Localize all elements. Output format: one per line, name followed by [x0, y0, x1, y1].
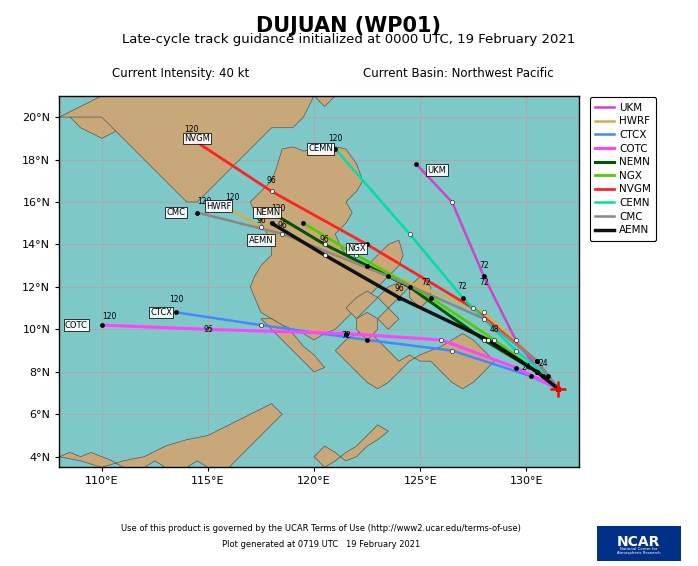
Text: UKM: UKM [428, 166, 447, 175]
Polygon shape [59, 11, 335, 202]
Text: 96: 96 [267, 176, 276, 185]
Text: 72: 72 [458, 282, 468, 291]
Text: 120: 120 [184, 125, 198, 134]
Text: 120: 120 [198, 197, 211, 206]
Polygon shape [346, 291, 378, 319]
Text: 96: 96 [277, 221, 287, 230]
Text: Current Basin: Northwest Pacific: Current Basin: Northwest Pacific [363, 67, 554, 80]
Polygon shape [378, 308, 399, 329]
Polygon shape [410, 276, 431, 308]
Text: COTC: COTC [65, 320, 88, 329]
Text: CMC: CMC [167, 208, 186, 217]
Polygon shape [70, 106, 123, 138]
Polygon shape [314, 425, 388, 468]
Text: 72: 72 [421, 278, 431, 287]
Text: NGX: NGX [347, 244, 366, 253]
Polygon shape [251, 147, 403, 340]
Text: HWRF: HWRF [206, 201, 231, 211]
Legend: UKM, HWRF, CTCX, COTC, NEMN, NGX, NVGM, CEMN, CMC, AEMN: UKM, HWRF, CTCX, COTC, NEMN, NGX, NVGM, … [590, 97, 656, 241]
Text: Plot generated at 0719 UTC   19 February 2021: Plot generated at 0719 UTC 19 February 2… [222, 540, 420, 549]
Polygon shape [357, 312, 378, 340]
Text: 72: 72 [479, 278, 489, 287]
Text: 96: 96 [394, 284, 404, 293]
Text: DUJUAN (WP01): DUJUAN (WP01) [256, 16, 442, 36]
Text: CTCX: CTCX [150, 308, 172, 317]
Text: 96: 96 [256, 216, 266, 225]
Text: 120: 120 [272, 204, 286, 213]
Text: 120: 120 [169, 295, 184, 304]
Text: 120: 120 [225, 193, 239, 202]
Text: Late-cycle track guidance initialized at 0000 UTC, 19 February 2021: Late-cycle track guidance initialized at… [122, 33, 576, 46]
Text: 24: 24 [538, 358, 548, 367]
Polygon shape [261, 319, 325, 372]
Text: 24: 24 [521, 363, 531, 372]
Text: 48: 48 [489, 324, 499, 333]
Text: NVGM: NVGM [184, 134, 210, 143]
Text: NCAR: NCAR [617, 535, 660, 549]
Text: NEMN: NEMN [255, 208, 280, 217]
Text: Current Intensity: 40 kt: Current Intensity: 40 kt [112, 67, 249, 80]
Text: 120: 120 [328, 134, 343, 143]
Text: 72: 72 [341, 331, 350, 340]
Text: 120: 120 [102, 312, 116, 321]
Text: CEMN: CEMN [308, 144, 333, 153]
Text: 96: 96 [203, 324, 213, 333]
Text: 72: 72 [479, 261, 489, 270]
Polygon shape [378, 282, 410, 308]
Polygon shape [59, 404, 282, 478]
Text: AEMN: AEMN [248, 235, 274, 245]
Text: 96: 96 [320, 235, 329, 245]
Polygon shape [335, 329, 494, 389]
Text: Use of this product is governed by the UCAR Terms of Use (http://www2.ucar.edu/t: Use of this product is governed by the U… [121, 524, 521, 533]
Text: National Center for
Atmospheric Research: National Center for Atmospheric Research [617, 547, 660, 555]
